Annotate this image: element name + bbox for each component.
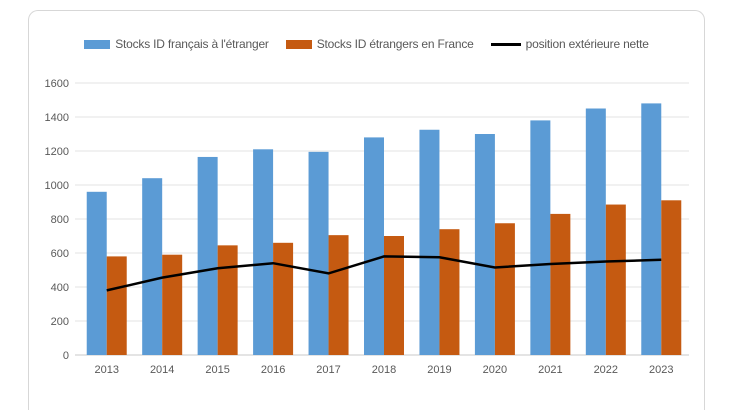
- x-tick-label-2013: 2013: [94, 364, 118, 376]
- legend-swatch-black-line: [490, 42, 521, 46]
- legend-swatch-blue-bar: [84, 39, 111, 49]
- x-tick-label-2021: 2021: [538, 364, 562, 376]
- legend-swatch-orange-bar: [285, 39, 312, 49]
- bar-fr-stocks-abroad-2016: [253, 149, 274, 355]
- net-external-position-line: [106, 255, 662, 292]
- legend-label-stocks-fr-abroad: Stocks ID français à l'étranger: [115, 37, 269, 51]
- bar-foreign-stocks-in-france-2021: [550, 213, 571, 355]
- bar-fr-stocks-abroad-2020: [474, 134, 495, 355]
- y-tick-label-600: 600: [51, 248, 69, 260]
- x-tick-label-2019: 2019: [427, 364, 451, 376]
- y-tick-label-400: 400: [51, 282, 69, 294]
- x-tick-label-2022: 2022: [594, 364, 618, 376]
- x-tick-label-2023: 2023: [649, 364, 673, 376]
- y-tick-label-1200: 1200: [45, 146, 69, 158]
- bar-foreign-stocks-in-france-2015: [217, 245, 238, 355]
- bar-fr-stocks-abroad-2019: [419, 129, 440, 355]
- bar-foreign-stocks-in-france-2023: [661, 200, 682, 355]
- bar-fr-stocks-abroad-2015: [197, 156, 218, 355]
- x-tick-label-2020: 2020: [483, 364, 507, 376]
- bar-fr-stocks-abroad-2021: [530, 120, 551, 356]
- legend-label-stocks-foreign-in-france: Stocks ID étrangers en France: [316, 37, 474, 51]
- y-tick-label-0: 0: [63, 350, 69, 362]
- legend-item-stocks-fr-abroad[interactable]: Stocks ID français à l'étranger: [84, 37, 269, 51]
- legend-label-net-position: position extérieure nette: [525, 37, 649, 51]
- x-tick-label-2014: 2014: [150, 364, 174, 376]
- legend-item-stocks-foreign-in-france[interactable]: Stocks ID étrangers en France: [285, 37, 474, 51]
- bar-foreign-stocks-in-france-2018: [384, 236, 404, 355]
- chart-legend: Stocks ID français à l'étranger Stocks I…: [29, 37, 704, 51]
- y-tick-label-800: 800: [51, 214, 69, 226]
- bar-fr-stocks-abroad-2022: [585, 108, 606, 355]
- bar-fr-stocks-abroad-2018: [364, 137, 384, 355]
- bar-foreign-stocks-in-france-2013: [106, 256, 127, 355]
- x-tick-label-2016: 2016: [261, 364, 285, 376]
- bar-foreign-stocks-in-france-2016: [273, 242, 294, 355]
- y-tick-label-1400: 1400: [45, 112, 69, 124]
- bar-fr-stocks-abroad-2013: [86, 191, 107, 355]
- chart-plot: 0 200 400 600 800 1000 1200 1400 1600 2013 2014 201…: [45, 78, 689, 376]
- chart-frame: Stocks ID français à l'étranger Stocks I…: [28, 10, 705, 410]
- bar-foreign-stocks-in-france-2017: [328, 235, 349, 355]
- bar-fr-stocks-abroad-2014: [142, 178, 163, 355]
- legend-item-net-position[interactable]: position extérieure nette: [490, 37, 649, 51]
- y-tick-label-200: 200: [51, 316, 69, 328]
- bar-foreign-stocks-in-france-2022: [605, 204, 626, 355]
- bar-fr-stocks-abroad-2023: [641, 103, 662, 356]
- x-tick-label-2015: 2015: [205, 364, 229, 376]
- bar-foreign-stocks-in-france-2019: [439, 229, 460, 355]
- x-tick-label-2017: 2017: [316, 364, 340, 376]
- bar-fr-stocks-abroad-2017: [308, 151, 329, 355]
- y-tick-label-1600: 1600: [45, 78, 69, 90]
- bar-foreign-stocks-in-france-2020: [494, 223, 515, 355]
- x-tick-label-2018: 2018: [372, 364, 396, 376]
- y-tick-label-1000: 1000: [45, 180, 69, 192]
- bar-foreign-stocks-in-france-2014: [162, 254, 183, 355]
